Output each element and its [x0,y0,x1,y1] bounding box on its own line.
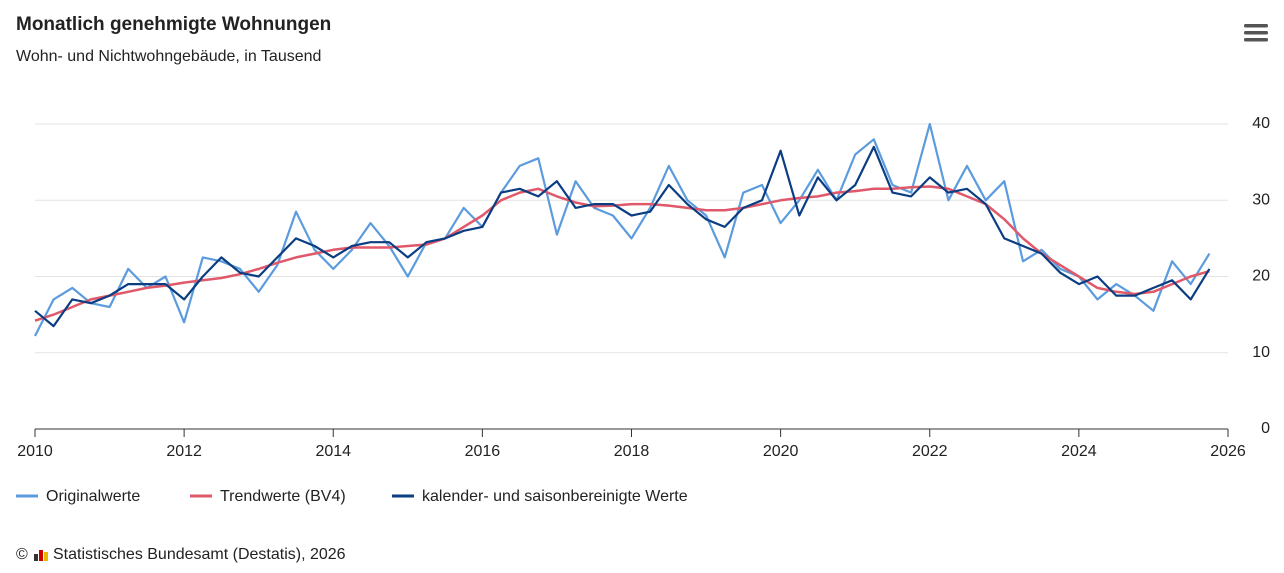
chart-subtitle: Wohn- und Nichtwohngebäude, in Tausend [16,48,321,65]
x-tick-label: 2010 [17,443,53,460]
x-tick-label: 2018 [614,443,650,460]
menu-button[interactable] [1244,24,1268,42]
menu-bar [1244,24,1268,28]
x-tick-label: 2020 [763,443,799,460]
x-tick-label: 2014 [315,443,351,460]
y-tick-label: 30 [1252,191,1270,208]
y-tick-label: 40 [1252,115,1270,132]
legend-label: kalender- und saisonbereinigte Werte [422,488,688,505]
series-line [34,145,1211,328]
legend-label: Trendwerte (BV4) [220,488,346,505]
copyright: © [16,546,28,563]
credits[interactable]: Statistisches Bundesamt (Destatis), 2026 [53,546,346,563]
legend-item[interactable]: Originalwerte [16,488,140,505]
chart-title: Monatlich genehmigte Wohnungen [16,14,331,35]
legend-item[interactable]: Trendwerte (BV4) [190,488,346,505]
x-tick-label: 2026 [1210,443,1246,460]
menu-bar [1244,31,1268,35]
x-tick-label: 2024 [1061,443,1097,460]
y-tick-label: 20 [1252,268,1270,285]
x-tick-label: 2016 [465,443,501,460]
logo [34,550,48,561]
y-tick-label: 0 [1261,420,1270,437]
series-line [34,122,1211,337]
menu-bar [1244,38,1268,42]
legend-label: Originalwerte [46,488,140,505]
legend-item[interactable]: kalender- und saisonbereinigte Werte [392,488,688,505]
y-tick-label: 10 [1252,344,1270,361]
series-line [34,185,1210,322]
x-tick-label: 2012 [166,443,202,460]
x-tick-label: 2022 [912,443,948,460]
